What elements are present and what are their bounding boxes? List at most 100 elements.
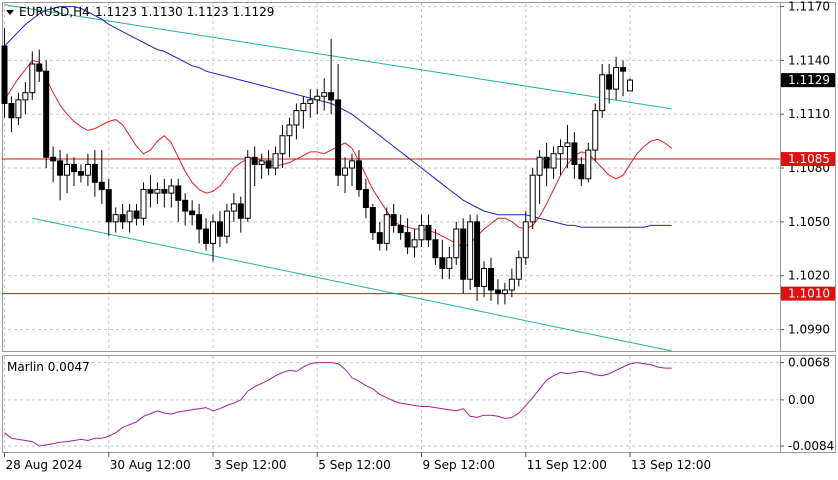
candle-body-bull [300, 102, 307, 112]
candle [467, 214, 474, 291]
candle-body-bear [98, 181, 105, 191]
candle-body-bull [613, 67, 620, 90]
price-tick-label: 1.0990 [788, 322, 830, 336]
candle-body-bull [411, 239, 418, 248]
candle [57, 150, 64, 201]
candle [286, 117, 293, 158]
trendlines [4, 4, 672, 352]
candle-body-bull [29, 63, 36, 94]
candle-body-bull [508, 278, 515, 291]
candle-body-bull [529, 174, 536, 223]
candle [189, 200, 196, 226]
level-tag-bg [781, 286, 835, 301]
candle-body-bull [383, 214, 390, 244]
candle [564, 124, 571, 169]
candle-body-bear [161, 189, 168, 194]
current-price-tag-bg [781, 73, 835, 88]
candle-body-bull [536, 156, 543, 176]
time-axis-label: 5 Sep 12:00 [318, 458, 390, 472]
candle-body-bear [8, 102, 15, 119]
candle-body-bull [585, 149, 592, 180]
candle-body-bull [154, 189, 161, 194]
candle [606, 63, 613, 104]
main-plot-frame [2, 2, 781, 352]
candle-body-bull [307, 99, 314, 104]
candle-body-bull [22, 92, 29, 101]
candle [98, 150, 105, 204]
candle [168, 178, 175, 208]
candle [557, 139, 564, 176]
candle [105, 178, 112, 237]
candle-body-bear [488, 267, 494, 291]
candle [64, 153, 71, 194]
candle [203, 218, 210, 251]
candle-body-bear [189, 210, 196, 216]
candle-body-bull [481, 267, 488, 287]
candle [515, 250, 522, 287]
candle [216, 211, 223, 247]
candle-body-bear [328, 92, 335, 101]
candle [335, 63, 342, 186]
candle-body-bull [279, 135, 286, 155]
time-axis-label: 28 Aug 2024 [6, 458, 83, 472]
candle [279, 124, 286, 169]
candle-body-bear [147, 189, 154, 194]
candle-body-bear [578, 163, 585, 180]
candle-body-bull [342, 167, 349, 176]
level-tag-bg [781, 152, 835, 167]
sub-grid [2, 356, 780, 452]
candle-body-bear [362, 189, 369, 208]
candle-body-bull [223, 210, 230, 237]
candle-body-bull [210, 221, 216, 244]
candle [613, 56, 620, 100]
time-axis-label: 30 Aug 12:00 [110, 458, 191, 472]
candle-body-bear [175, 185, 182, 201]
candle [585, 142, 592, 183]
candle [446, 246, 453, 280]
candle-body-bull [418, 224, 425, 241]
candle [244, 150, 251, 222]
candle-body-bull [286, 124, 293, 137]
candle [620, 60, 627, 97]
candle-body-bear [335, 99, 342, 176]
candle-body-bull [467, 221, 474, 280]
candle-body-bear [237, 203, 244, 219]
candle [376, 221, 383, 251]
marlin-oscillator [4, 362, 672, 447]
candle [84, 153, 91, 186]
candle [133, 203, 140, 226]
candle [418, 214, 425, 247]
candle [425, 214, 432, 247]
candle-body-bull [627, 79, 633, 92]
candle [91, 150, 98, 197]
candle-body-bull [446, 257, 453, 269]
channel-trendline [32, 217, 672, 352]
candle [522, 211, 529, 265]
candle [328, 38, 335, 115]
indicator-axis-panel [780, 355, 836, 453]
candles [1, 28, 633, 305]
candle-body-bear [119, 214, 126, 223]
time-axis-labels: 28 Aug 2024 30 Aug 12:00 3 Sep 12:00 5 Sep … [4, 452, 711, 472]
subwindow-label: Marlin 0.0047 [7, 360, 90, 374]
candle [432, 229, 439, 265]
candle-body-bear [91, 163, 98, 183]
candle-body-bull [244, 156, 251, 219]
candle-body-bear [251, 156, 258, 165]
candle-body-bear [50, 156, 57, 162]
candle [43, 60, 50, 169]
candle [536, 150, 543, 204]
price-tick-label: 1.1140 [788, 53, 830, 67]
time-axis-label: 11 Sep 12:00 [527, 458, 607, 472]
chart-menu-triangle-icon[interactable] [6, 10, 14, 15]
candle-body-bull [564, 142, 571, 148]
candle-body-bear [355, 160, 362, 191]
candle-body-bull [140, 189, 147, 219]
candle-body-bear [425, 224, 432, 241]
candle-body-bear [439, 257, 446, 269]
current-price-label: 1.1129 [788, 73, 830, 87]
candle-body-bull [84, 163, 91, 176]
symbol-title: EURUSD,H4 [19, 5, 90, 19]
candle-body-bull [168, 185, 175, 194]
candle [154, 182, 161, 204]
